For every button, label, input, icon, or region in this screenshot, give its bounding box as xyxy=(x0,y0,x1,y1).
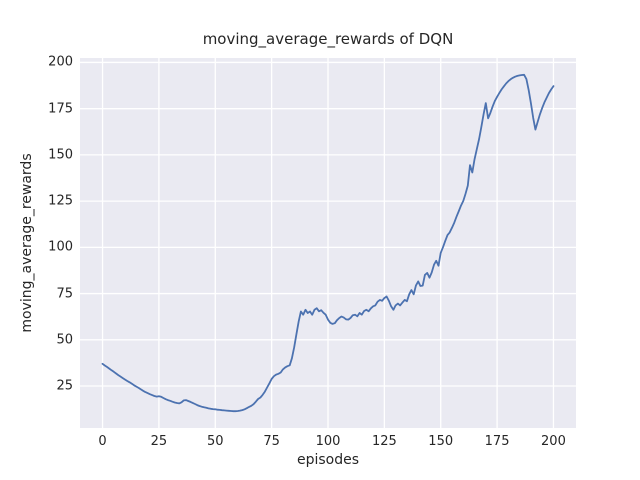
y-tick-label: 175 xyxy=(48,101,73,117)
y-axis-label: moving_average_rewards xyxy=(19,153,35,333)
x-axis-label: episodes xyxy=(296,452,360,468)
x-tick-label: 0 xyxy=(98,434,107,449)
x-tick-label: 200 xyxy=(541,434,566,449)
plot-area xyxy=(80,58,576,428)
y-tick-label: 25 xyxy=(56,378,73,394)
y-tick-label: 100 xyxy=(48,239,73,255)
x-tick-label: 75 xyxy=(263,434,280,449)
chart-title: moving_average_rewards of DQN xyxy=(202,30,454,48)
x-tick-label: 100 xyxy=(315,434,341,449)
dqn-reward-line xyxy=(101,73,555,413)
y-tick-label: 50 xyxy=(56,332,73,348)
y-tick-label: 75 xyxy=(56,286,73,302)
y-tick-label: 200 xyxy=(48,54,73,70)
x-tick-label: 25 xyxy=(150,434,168,449)
y-tick-label: 125 xyxy=(48,193,73,209)
x-tick-label: 125 xyxy=(371,434,397,449)
x-tick-label: 150 xyxy=(428,434,454,449)
x-tick-label: 175 xyxy=(484,434,510,449)
y-tick-label: 150 xyxy=(48,147,73,163)
x-tick-label: 50 xyxy=(206,434,224,449)
plot-canvas xyxy=(80,58,576,428)
